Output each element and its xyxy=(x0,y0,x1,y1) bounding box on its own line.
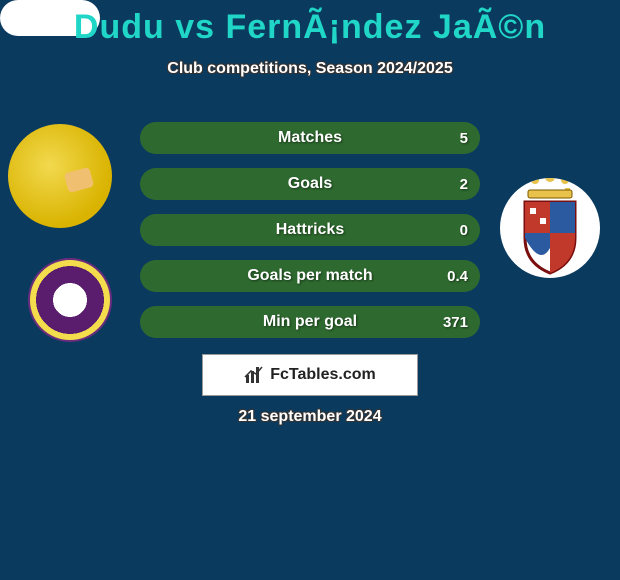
stat-value-right: 371 xyxy=(443,306,468,338)
comparison-infographic: Dudu vs FernÃ¡ndez JaÃ©n Club competitio… xyxy=(0,0,620,580)
date: 21 september 2024 xyxy=(0,408,620,426)
stat-label: Hattricks xyxy=(140,214,480,246)
stat-value-right: 0 xyxy=(460,214,468,246)
stat-row: Hattricks0 xyxy=(140,214,480,246)
stat-value-right: 2 xyxy=(460,168,468,200)
club1-crest xyxy=(28,258,112,342)
stat-label: Goals per match xyxy=(140,260,480,292)
stat-value-right: 0.4 xyxy=(447,260,468,292)
stat-label: Matches xyxy=(140,122,480,154)
branding-text: FcTables.com xyxy=(270,366,376,384)
stat-row: Goals per match0.4 xyxy=(140,260,480,292)
player1-photo xyxy=(8,124,112,228)
stat-label: Goals xyxy=(140,168,480,200)
stat-row: Matches5 xyxy=(140,122,480,154)
subtitle: Club competitions, Season 2024/2025 xyxy=(0,60,620,78)
stat-label: Min per goal xyxy=(140,306,480,338)
club2-crest xyxy=(500,178,600,278)
page-title: Dudu vs FernÃ¡ndez JaÃ©n xyxy=(0,8,620,47)
stat-row: Goals2 xyxy=(140,168,480,200)
branding: FcTables.com xyxy=(202,354,418,396)
stat-value-right: 5 xyxy=(460,122,468,154)
title-text: Dudu vs FernÃ¡ndez JaÃ©n xyxy=(74,8,546,46)
stat-row: Min per goal371 xyxy=(140,306,480,338)
chart-icon xyxy=(244,365,264,385)
